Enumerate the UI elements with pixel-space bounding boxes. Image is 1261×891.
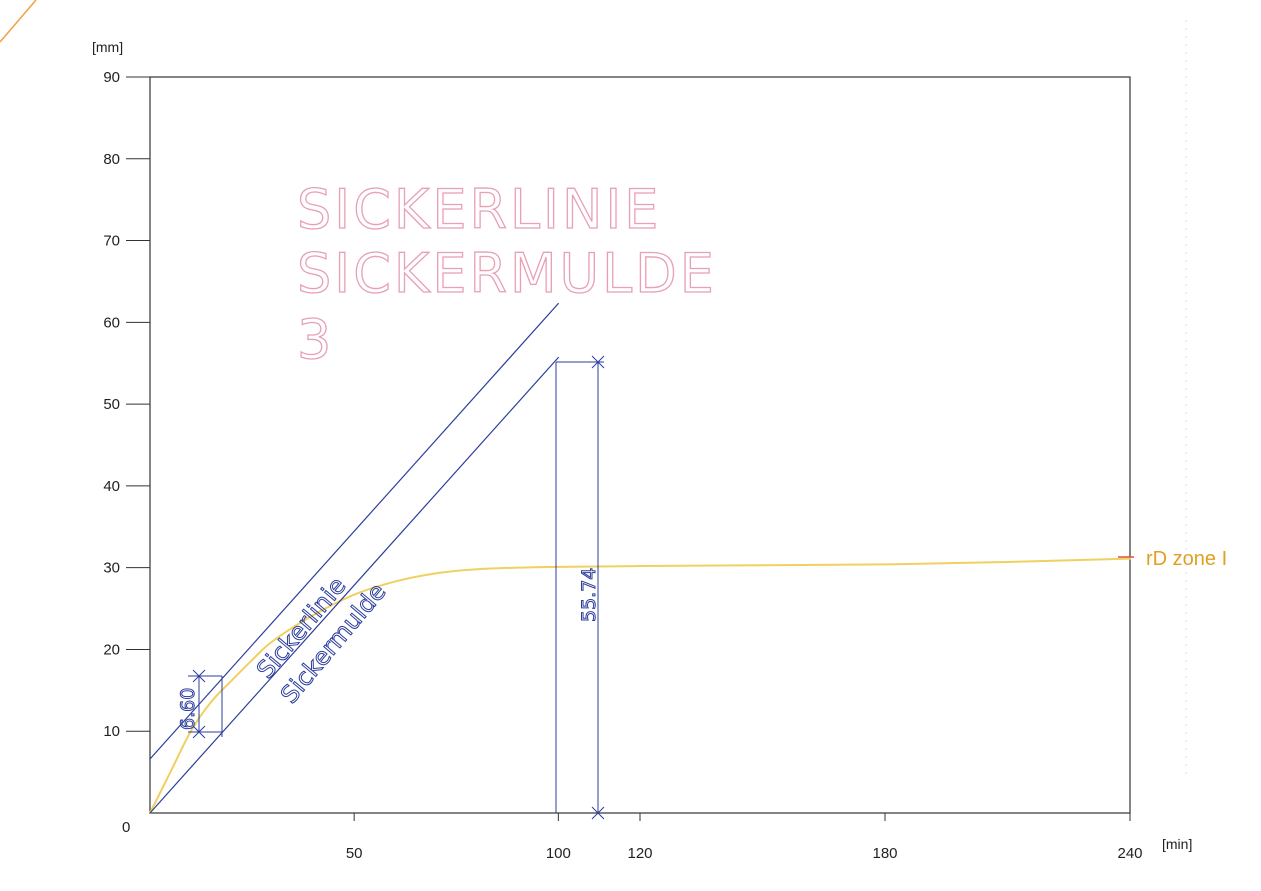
- y-axis-ticks: 10 20 30 40 50 60 70 80 90: [103, 69, 150, 740]
- x-axis-label: [min]: [1162, 836, 1192, 852]
- y-tick-label-60: 60: [103, 314, 120, 331]
- y-tick-label-50: 50: [103, 396, 120, 413]
- dim-55-74-tick-bot-b: [591, 806, 605, 820]
- dimension-6-60: 6.60: [177, 669, 223, 739]
- x-tick-label-180: 180: [872, 845, 897, 862]
- dim-55-74-text: 55.74: [578, 568, 600, 622]
- x-axis-ticks: 50 100 120 180 240: [346, 813, 1143, 862]
- dim-55-74-tick-top-b: [591, 355, 605, 369]
- y-tick-label-80: 80: [103, 151, 120, 168]
- dimension-55-74: 55.74: [555, 355, 605, 820]
- series-line-sickerlinie: [149, 302, 559, 760]
- x-tick-label-120: 120: [627, 845, 652, 862]
- y-axis-label: [mm]: [92, 39, 123, 55]
- curve-label-rd-zone: rD zone I: [1146, 548, 1227, 570]
- x-tick-label-100: 100: [546, 845, 571, 862]
- series-line-rd-zone-i: [149, 557, 1131, 814]
- origin-label: 0: [122, 819, 130, 836]
- y-tick-label-90: 90: [103, 69, 120, 86]
- corner-stroke: [0, 0, 37, 43]
- y-tick-label-20: 20: [103, 641, 120, 658]
- stamp-line-2: SICKERMULDE: [297, 242, 717, 305]
- stamp-line-3: 3: [297, 308, 334, 371]
- x-tick-label-240: 240: [1117, 845, 1142, 862]
- dim-6-60-text: 6.60: [177, 688, 199, 730]
- stamp-line-1: SICKERLINIE: [297, 178, 661, 241]
- y-tick-label-30: 30: [103, 560, 120, 577]
- x-tick-label-50: 50: [346, 845, 363, 862]
- y-tick-label-40: 40: [103, 478, 120, 495]
- y-tick-label-10: 10: [103, 723, 120, 740]
- y-tick-label-70: 70: [103, 233, 120, 250]
- series-layer: [149, 302, 1131, 814]
- series-line-sickermulde: [149, 356, 559, 814]
